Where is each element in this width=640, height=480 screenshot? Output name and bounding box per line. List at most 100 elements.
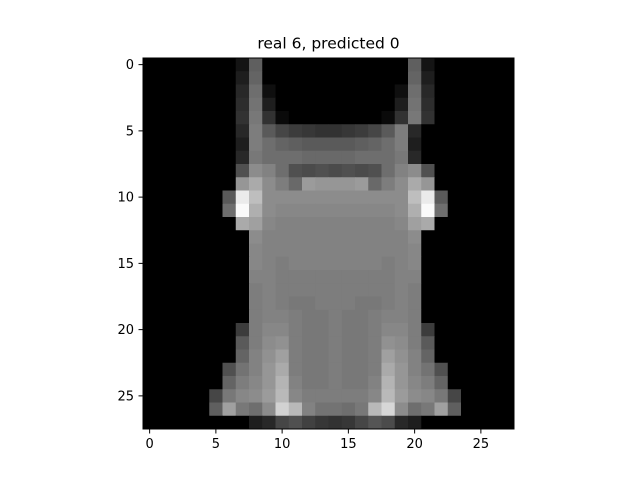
- heatmap-cell: [315, 84, 329, 99]
- heatmap-cell: [474, 243, 488, 258]
- heatmap-cell: [461, 336, 475, 350]
- heatmap-cell: [328, 150, 343, 165]
- heatmap-cell: [262, 256, 276, 271]
- heatmap-cell: [143, 296, 157, 311]
- heatmap-cell: [275, 270, 290, 284]
- heatmap-cell: [169, 336, 184, 350]
- heatmap-cell: [447, 150, 462, 165]
- heatmap-cell: [143, 230, 157, 244]
- heatmap-cell: [487, 150, 502, 165]
- heatmap-cell: [381, 137, 396, 152]
- heatmap-cell: [182, 230, 197, 244]
- heatmap-cell: [447, 97, 462, 112]
- heatmap-cell: [196, 84, 210, 99]
- heatmap-cell: [421, 97, 435, 112]
- heatmap-cell: [302, 84, 316, 99]
- heatmap-cell: [461, 111, 475, 125]
- heatmap-cell: [461, 323, 475, 337]
- heatmap-cell: [143, 243, 157, 258]
- heatmap-cell: [315, 97, 329, 112]
- heatmap-cell: [143, 124, 157, 138]
- heatmap-cell: [249, 323, 263, 337]
- heatmap-cell: [500, 362, 515, 377]
- heatmap-cell: [474, 256, 488, 271]
- heatmap-cell: [249, 309, 263, 324]
- heatmap-cell: [156, 217, 170, 231]
- heatmap-cell: [288, 71, 303, 85]
- heatmap-cell: [222, 296, 237, 311]
- heatmap-cell: [169, 203, 184, 218]
- heatmap-cell: [315, 376, 329, 390]
- heatmap-cell: [156, 402, 170, 417]
- heatmap-cell: [394, 177, 409, 191]
- heatmap-cell: [169, 362, 184, 377]
- heatmap-cell: [182, 243, 197, 258]
- heatmap-cell: [182, 164, 197, 178]
- heatmap-cell: [315, 402, 329, 417]
- heatmap-cell: [355, 164, 369, 178]
- heatmap-cell: [408, 349, 422, 364]
- heatmap-cell: [474, 150, 488, 165]
- heatmap-cell: [474, 296, 488, 311]
- heatmap-cell: [143, 177, 157, 191]
- heatmap-cell: [156, 362, 170, 377]
- heatmap-cell: [461, 97, 475, 112]
- heatmap-cell: [394, 58, 409, 72]
- heatmap-cell: [328, 336, 343, 350]
- heatmap-cell: [408, 190, 422, 205]
- heatmap-cell: [368, 97, 382, 112]
- heatmap-cell: [394, 296, 409, 311]
- heatmap-cell: [249, 150, 263, 165]
- heatmap-cell: [500, 150, 515, 165]
- heatmap-cell: [394, 270, 409, 284]
- heatmap-cell: [434, 97, 449, 112]
- heatmap-cell: [262, 111, 276, 125]
- heatmap-cell: [355, 270, 369, 284]
- heatmap-cell: [315, 270, 329, 284]
- heatmap-cell: [288, 97, 303, 112]
- heatmap-cell: [434, 309, 449, 324]
- heatmap-cell: [275, 296, 290, 311]
- heatmap-cell: [341, 124, 356, 138]
- heatmap-cell: [381, 150, 396, 165]
- heatmap-cell: [421, 376, 435, 390]
- heatmap-cell: [474, 389, 488, 403]
- heatmap-cell: [461, 283, 475, 297]
- heatmap-cell: [355, 190, 369, 205]
- heatmap-cell: [408, 283, 422, 297]
- heatmap-cell: [169, 323, 184, 337]
- heatmap-cell: [500, 283, 515, 297]
- heatmap-cell: [249, 217, 263, 231]
- heatmap-cell: [275, 309, 290, 324]
- heatmap-cell: [209, 137, 223, 152]
- heatmap-cell: [341, 150, 356, 165]
- heatmap-cell: [474, 402, 488, 417]
- heatmap-cell: [341, 336, 356, 350]
- heatmap-cell: [500, 309, 515, 324]
- heatmap-cell: [209, 230, 223, 244]
- heatmap-cell: [381, 309, 396, 324]
- heatmap-cell: [341, 270, 356, 284]
- heatmap-cell: [461, 296, 475, 311]
- heatmap-cell: [447, 190, 462, 205]
- heatmap-cell: [368, 203, 382, 218]
- heatmap-cell: [143, 362, 157, 377]
- heatmap-cell: [156, 124, 170, 138]
- heatmap-cell: [474, 84, 488, 99]
- heatmap-cell: [461, 349, 475, 364]
- heatmap-cell: [341, 190, 356, 205]
- heatmap-cell: [143, 71, 157, 85]
- heatmap-cell: [143, 323, 157, 337]
- heatmap-cell: [275, 256, 290, 271]
- heatmap-cell: [355, 415, 369, 430]
- heatmap-cell: [474, 349, 488, 364]
- heatmap-cell: [196, 256, 210, 271]
- heatmap-cell: [341, 349, 356, 364]
- heatmap-cell: [500, 415, 515, 430]
- heatmap-cell: [434, 164, 449, 178]
- heatmap-cell: [262, 323, 276, 337]
- heatmap-cell: [249, 349, 263, 364]
- heatmap-cell: [500, 71, 515, 85]
- heatmap-cell: [209, 243, 223, 258]
- heatmap-cell: [434, 323, 449, 337]
